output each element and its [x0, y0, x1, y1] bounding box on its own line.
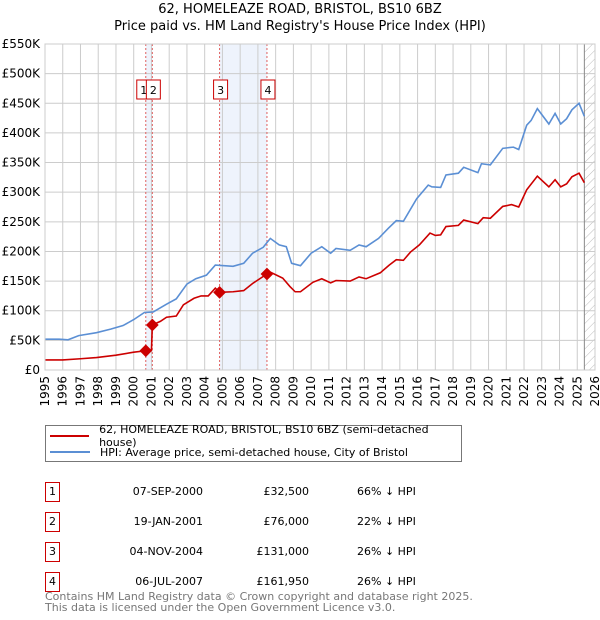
transaction-date: 06-JUL-2007 — [135, 575, 203, 588]
x-tick-label: 2020 — [482, 376, 496, 407]
plot-border — [44, 43, 596, 371]
x-tick-label: 2010 — [304, 376, 318, 407]
x-tick-label: 2016 — [411, 376, 425, 407]
x-tick-label: 2013 — [357, 376, 371, 407]
y-tick-label: £0 — [25, 363, 40, 377]
x-tick-label: 2012 — [340, 376, 354, 407]
transaction-hpi-diff: 26% ↓ HPI — [357, 545, 416, 558]
sale-label-box — [145, 79, 161, 100]
sale-point — [139, 344, 153, 358]
x-tick-label: 2005 — [215, 376, 229, 407]
transaction-number: 3 — [45, 542, 60, 562]
x-tick-label: 2017 — [428, 376, 442, 407]
transaction-number: 2 — [45, 512, 60, 532]
sale-label-box — [260, 79, 276, 100]
transaction-price: £131,000 — [256, 545, 310, 558]
transaction-price: £161,950 — [256, 575, 310, 588]
y-tick-label: £400K — [2, 126, 42, 140]
x-tick-label: 2018 — [446, 376, 460, 407]
sale-label: 3 — [217, 84, 224, 97]
x-tick-label: 2007 — [251, 376, 265, 407]
sale-label: 1 — [140, 84, 147, 97]
x-tick-label: 2006 — [233, 376, 247, 407]
transaction-date: 07-SEP-2000 — [132, 485, 203, 498]
x-tick-label: 2023 — [535, 376, 549, 407]
x-tick-label: 2014 — [375, 376, 389, 407]
x-tick-label: 2011 — [322, 376, 336, 407]
footer-copyright: Contains HM Land Registry data © Crown c… — [45, 590, 473, 603]
x-tick-label: 1996 — [56, 376, 70, 407]
x-tick-label: 1998 — [91, 376, 105, 407]
x-tick-label: 2024 — [553, 376, 567, 407]
y-tick-label: £350K — [2, 156, 42, 170]
y-tick-label: £200K — [2, 244, 42, 258]
sale-label: 2 — [150, 84, 157, 97]
sale-label-box — [213, 79, 229, 100]
x-tick-label: 1995 — [38, 376, 52, 407]
x-tick-label: 2019 — [464, 376, 478, 407]
y-tick-label: £150K — [2, 274, 42, 288]
sale-point — [213, 285, 226, 299]
transaction-hpi-diff: 66% ↓ HPI — [357, 485, 416, 498]
x-tick-label: 2026 — [588, 376, 600, 407]
transaction-number: 1 — [45, 482, 60, 502]
y-tick-label: £450K — [2, 96, 42, 110]
transaction-date: 19-JAN-2001 — [133, 515, 203, 528]
y-tick-label: £250K — [2, 215, 42, 229]
y-tick-label: £550K — [2, 37, 42, 51]
x-tick-label: 2009 — [286, 376, 300, 407]
transaction-hpi-diff: 22% ↓ HPI — [357, 515, 416, 528]
legend-line-red — [50, 435, 90, 437]
footer-licence: This data is licensed under the Open Gov… — [45, 601, 396, 614]
legend-line-blue — [50, 451, 90, 453]
x-tick-label: 2022 — [517, 376, 531, 407]
sale-point — [145, 318, 159, 332]
price-chart: £0 £50K £100K £150K £200K £250K £300K £350K £400… — [2, 37, 600, 407]
transaction-price: £76,000 — [263, 515, 310, 528]
legend-label-property: 62, HOMELEAZE ROAD, BRISTOL, BS10 6BZ (s… — [99, 423, 429, 449]
legend-item-property: 62, HOMELEAZE ROAD, BRISTOL, BS10 6BZ (s… — [50, 423, 461, 449]
forecast-hatch — [584, 44, 595, 370]
transaction-date: 04-NOV-2004 — [129, 545, 203, 558]
chart-title: 62, HOMELEAZE ROAD, BRISTOL, BS10 6BZ — [158, 2, 442, 17]
x-tick-label: 1997 — [73, 376, 87, 407]
x-tick-label: 1999 — [109, 376, 123, 407]
x-tick-label: 2025 — [570, 376, 584, 407]
chart-subtitle: Price paid vs. HM Land Registry's House … — [114, 19, 486, 34]
transaction-hpi-diff: 26% ↓ HPI — [357, 575, 416, 588]
x-tick-label: 2008 — [269, 376, 283, 407]
x-tick-label: 2004 — [198, 376, 212, 407]
x-tick-label: 2015 — [393, 376, 407, 407]
y-tick-label: £50K — [9, 333, 41, 347]
legend-label-hpi: HPI: Average price, semi-detached house,… — [100, 445, 408, 459]
x-tick-label: 2000 — [127, 376, 141, 407]
shaded-period — [145, 44, 153, 370]
x-tick-label: 2002 — [162, 376, 176, 407]
y-tick-label: £100K — [2, 304, 42, 318]
transaction-price: £32,500 — [263, 485, 310, 498]
y-tick-label: £300K — [2, 185, 42, 199]
transaction-number: 4 — [45, 572, 60, 592]
hpi-line — [45, 101, 586, 341]
legend-item-hpi: HPI: Average price, semi-detached house,… — [50, 444, 408, 460]
sale-point — [260, 267, 274, 281]
chart-legend: 62, HOMELEAZE ROAD, BRISTOL, BS10 6BZ (s… — [45, 423, 462, 462]
property-price-line — [45, 172, 586, 361]
sale-label: 4 — [264, 84, 271, 97]
x-tick-label: 2021 — [499, 376, 513, 407]
y-tick-label: £500K — [2, 67, 42, 81]
x-tick-label: 2003 — [180, 376, 194, 407]
x-tick-label: 2001 — [144, 376, 158, 407]
